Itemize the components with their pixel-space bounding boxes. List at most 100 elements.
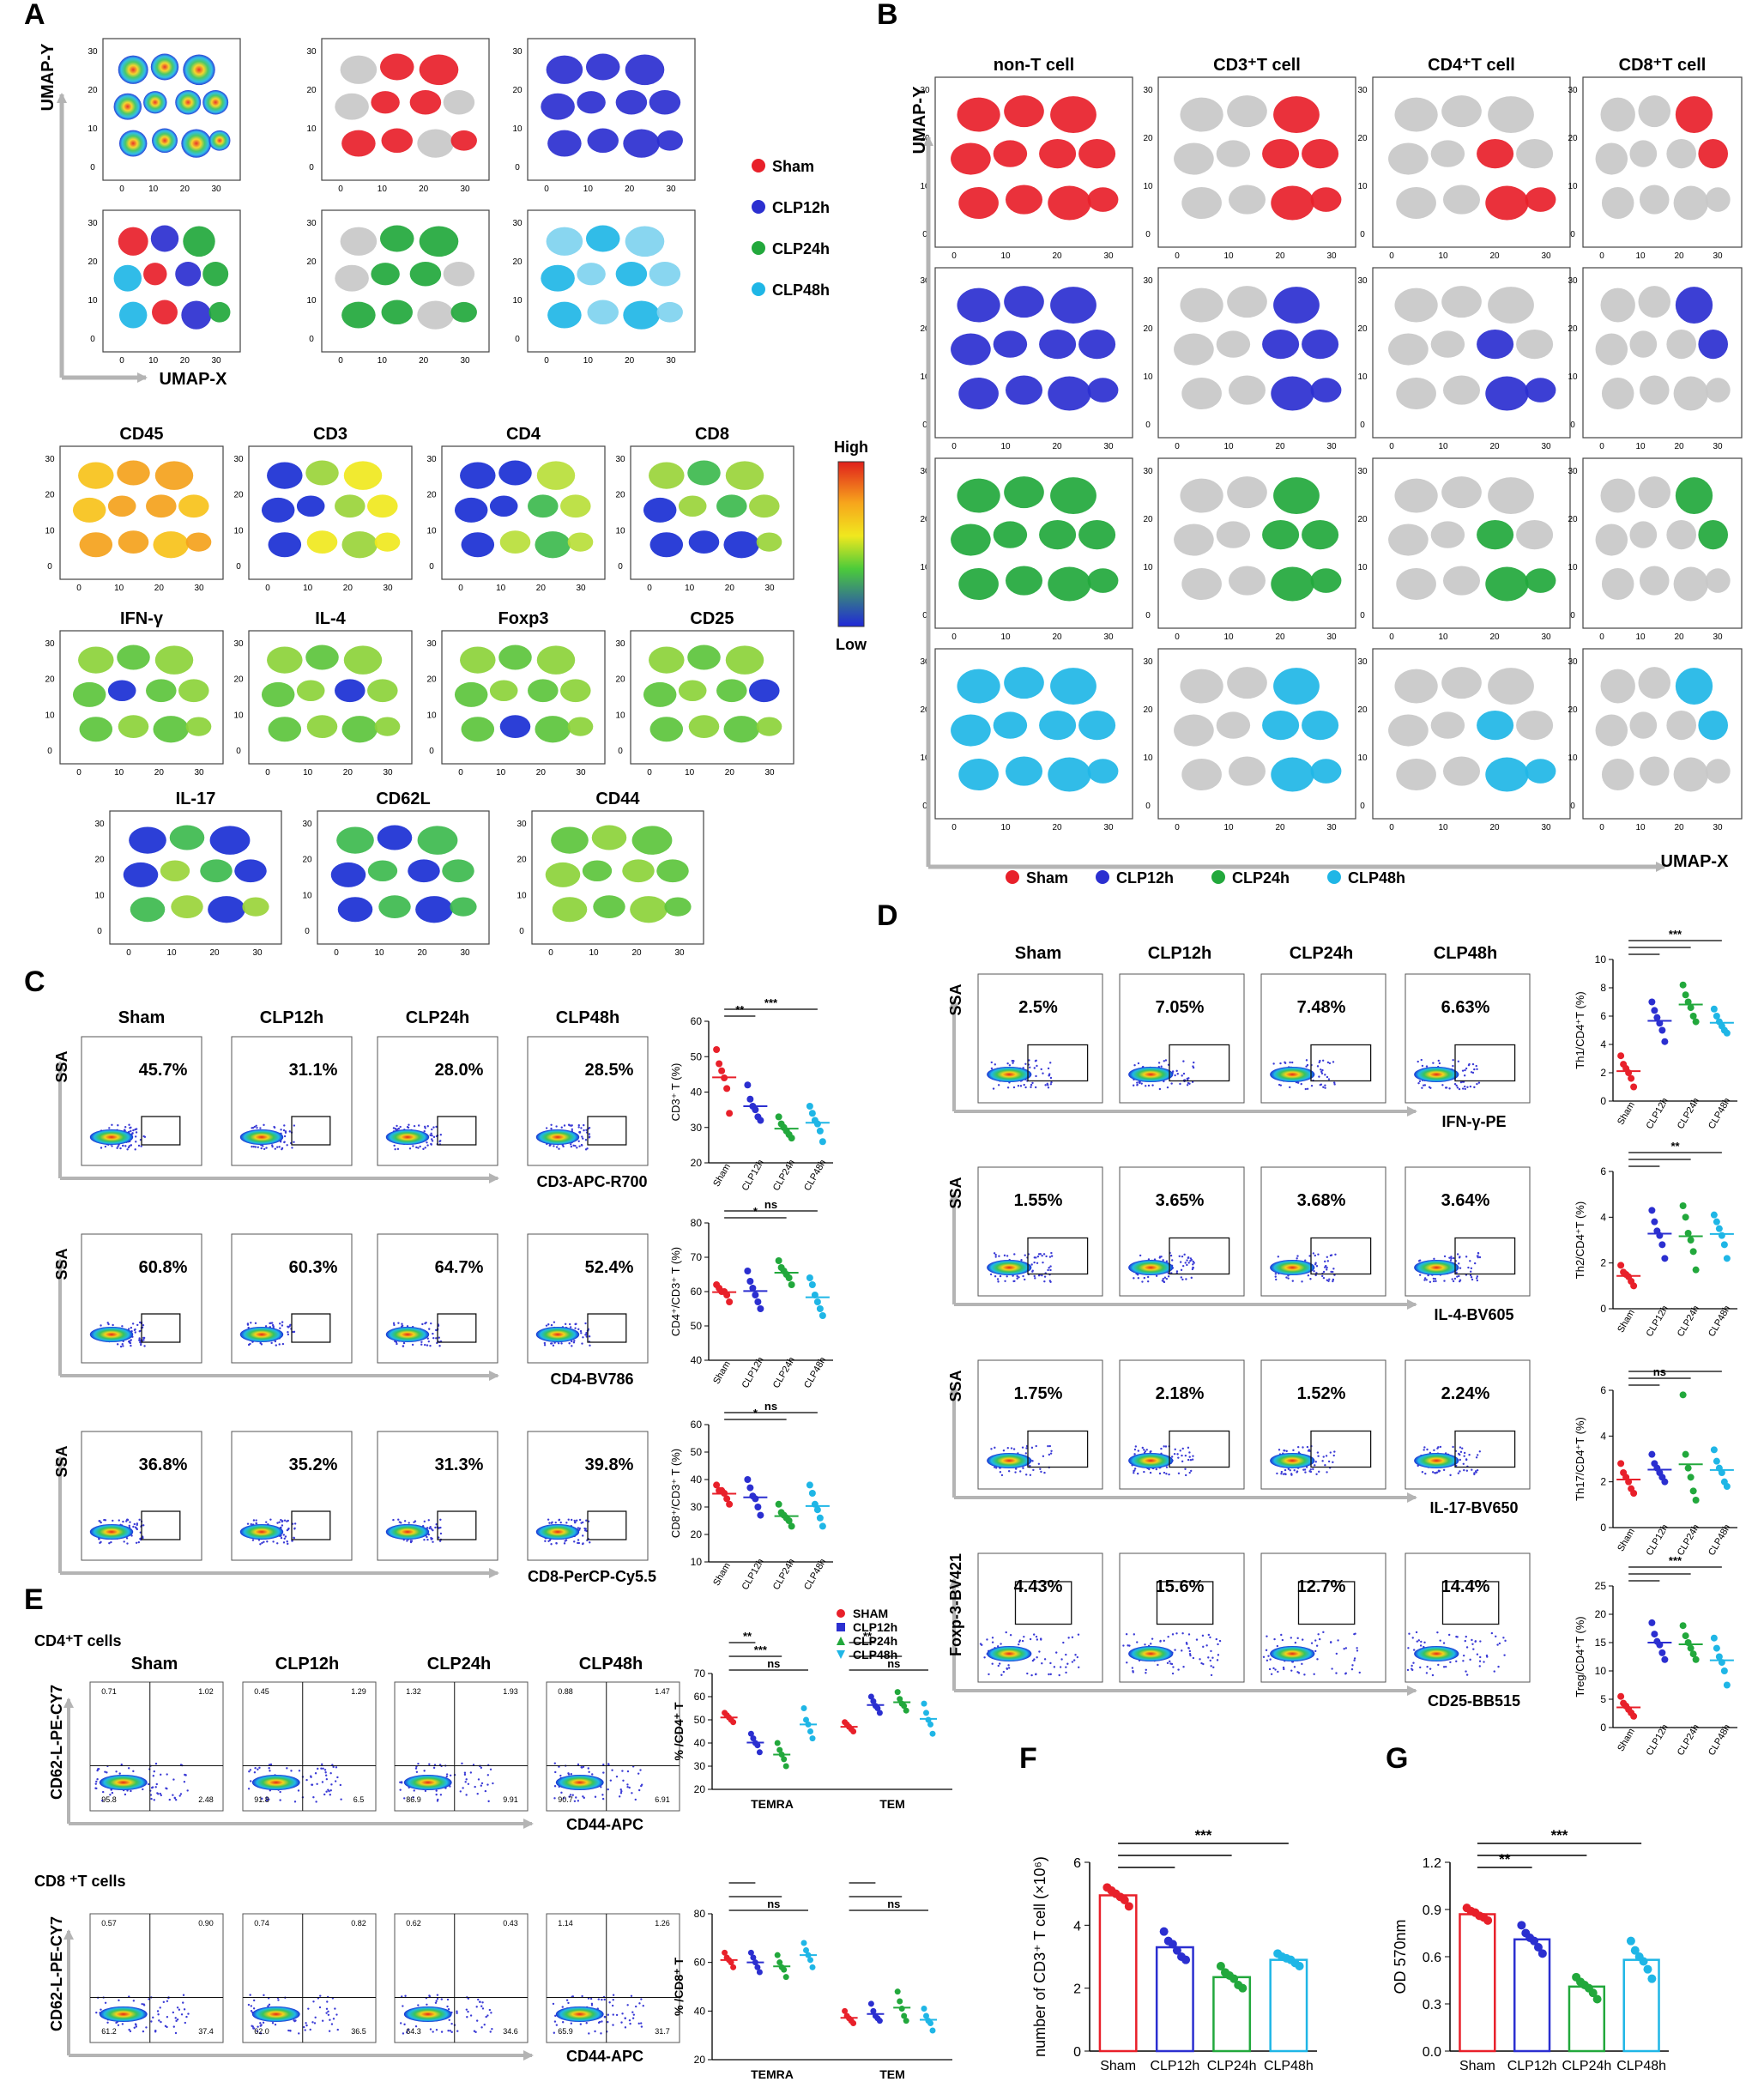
event-dot [1411, 1637, 1414, 1639]
event-dot [1316, 1065, 1320, 1068]
event-dot [1433, 1257, 1435, 1261]
event-dot [1147, 1084, 1151, 1087]
event-dot [402, 1341, 406, 1345]
event-dot [1022, 1467, 1024, 1469]
event-dot [103, 1518, 106, 1522]
event-dot [1049, 1661, 1052, 1665]
event-dot [1479, 1640, 1482, 1643]
event-dot [281, 1324, 284, 1327]
event-dot [554, 1521, 557, 1524]
event-dot [1210, 1673, 1213, 1677]
y-tick-label: 0.6 [1423, 1951, 1441, 1965]
data-point [813, 1120, 821, 1128]
event-dot [319, 1994, 322, 1997]
event-dot [297, 1789, 300, 1792]
event-dot [1415, 1631, 1418, 1634]
data-point [1687, 1474, 1695, 1481]
event-dot [439, 1134, 443, 1136]
event-dot [1009, 1634, 1012, 1637]
cell-cluster [460, 646, 496, 674]
data-point [842, 2007, 849, 2014]
event-dot [1185, 1278, 1187, 1280]
event-dot [1035, 1256, 1037, 1259]
event-dot [1175, 1270, 1179, 1273]
event-dot [141, 2002, 143, 2006]
tick-label: 10 [1000, 632, 1011, 642]
event-dot [268, 2003, 271, 2006]
data-point [1643, 1964, 1652, 1974]
event-dot [282, 1534, 286, 1536]
event-dot [439, 1140, 442, 1142]
y-tick-label: 6 [1073, 1856, 1081, 1871]
tick-label: 10 [1143, 753, 1153, 763]
cell-cluster [1388, 333, 1429, 366]
cell-cluster [1673, 185, 1709, 221]
e-legend-marker [837, 1637, 845, 1645]
tick-label: 30 [306, 219, 317, 228]
event-dot [1465, 1067, 1468, 1070]
event-dot [619, 1788, 622, 1791]
event-dot [132, 1525, 135, 1528]
event-dot [581, 1135, 583, 1138]
event-dot [1452, 1064, 1454, 1068]
data-point [1687, 1004, 1695, 1012]
event-dot [1024, 1062, 1027, 1065]
event-dot [427, 1519, 430, 1522]
event-dot [142, 1323, 145, 1327]
event-dot [488, 2008, 492, 2012]
cell-cluster [1050, 287, 1096, 324]
event-dot [1013, 1253, 1016, 1256]
d-flow-r1-c3 [1405, 1166, 1531, 1297]
event-dot [1469, 1270, 1472, 1273]
event-dot [1456, 1086, 1459, 1089]
event-dot [600, 2032, 602, 2035]
event-dot [1318, 1075, 1320, 1078]
data-point [876, 2018, 883, 2024]
event-dot [547, 1323, 550, 1326]
cell-cluster [1525, 759, 1556, 784]
data-point [807, 1957, 813, 1964]
cell-cluster [1216, 711, 1251, 739]
event-dot [1464, 1085, 1466, 1088]
event-dot [640, 1998, 643, 2000]
event-dot [325, 1777, 329, 1781]
event-dot [981, 1643, 983, 1646]
significance-label: ns [767, 1897, 780, 1910]
event-dot [1212, 1666, 1215, 1669]
event-dot [287, 1542, 289, 1546]
event-dot [571, 1340, 573, 1343]
tick-label: 10 [920, 372, 930, 382]
data-point [819, 1138, 826, 1146]
event-dot [1473, 1086, 1476, 1089]
event-dot [1476, 1275, 1479, 1278]
event-dot [1469, 1658, 1471, 1661]
event-dot [551, 1521, 553, 1523]
event-dot [118, 1519, 120, 1522]
tick-label: 30 [1357, 276, 1368, 286]
event-dot [996, 1278, 1000, 1280]
event-dot [1423, 1449, 1425, 1451]
event-dot [298, 2032, 300, 2035]
cell-cluster [200, 859, 233, 883]
tick-label: 0 [544, 185, 549, 194]
event-dot [249, 1994, 251, 1996]
event-dot [117, 2024, 120, 2027]
cell-cluster [1394, 287, 1438, 323]
event-dot [626, 1786, 629, 1788]
event-dot [1077, 1633, 1080, 1636]
cell-cluster [118, 227, 148, 256]
tick-label: 0 [951, 251, 957, 261]
b-legend-label: Sham [1026, 869, 1068, 887]
event-dot [260, 1147, 263, 1150]
data-point [716, 1060, 723, 1068]
cell-cluster [374, 717, 401, 736]
cell-cluster [1078, 710, 1116, 741]
marker-title: CD4 [506, 425, 541, 444]
tick-label: 20 [1674, 251, 1684, 261]
event-dot [1314, 1262, 1317, 1264]
tick-label: 0 [119, 356, 124, 366]
data-point [1630, 1282, 1638, 1290]
cell-cluster [1639, 375, 1670, 405]
event-dot [1158, 1087, 1162, 1091]
